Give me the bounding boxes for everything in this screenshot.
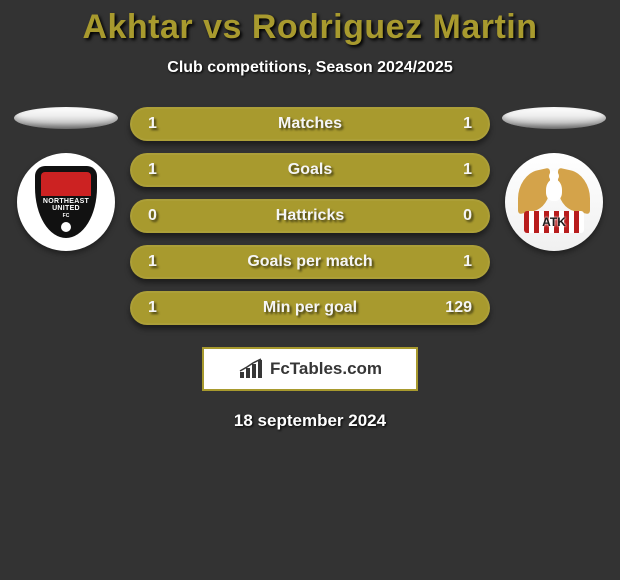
left-side: NORTHEAST UNITED FC [6, 107, 126, 251]
stat-label: Min per goal [263, 299, 357, 317]
stat-row-hattricks: 0 Hattricks 0 [130, 199, 490, 233]
stat-left-value: 1 [148, 253, 157, 271]
atk-label: ATK [542, 215, 566, 229]
stat-row-matches: 1 Matches 1 [130, 107, 490, 141]
eagle-icon [518, 171, 590, 215]
player-silhouette-left [14, 107, 118, 129]
player-silhouette-right [502, 107, 606, 129]
stat-right-value: 1 [463, 253, 472, 271]
branding-box: FcTables.com [202, 347, 418, 391]
stats-list: 1 Matches 1 1 Goals 1 0 Hattricks 0 1 Go… [126, 107, 494, 325]
ball-icon [61, 222, 71, 232]
branding-text: FcTables.com [270, 359, 382, 379]
stat-left-value: 1 [148, 161, 157, 179]
club-badge-right: ATK [505, 153, 603, 251]
stat-label: Hattricks [276, 207, 344, 225]
date-text: 18 september 2024 [0, 411, 620, 431]
stat-row-goals: 1 Goals 1 [130, 153, 490, 187]
shield-top [41, 172, 91, 196]
stat-left-value: 1 [148, 115, 157, 133]
page-title: Akhtar vs Rodriguez Martin [0, 8, 620, 47]
main-row: NORTHEAST UNITED FC 1 Matches 1 1 Goals … [0, 107, 620, 325]
atk-crest: ATK [505, 153, 603, 251]
atk-banner: ATK [524, 211, 584, 233]
shield-line1: NORTHEAST [43, 198, 89, 205]
shield-icon: NORTHEAST UNITED FC [35, 166, 97, 238]
shield-sub: FC [63, 213, 70, 219]
right-side: ATK [494, 107, 614, 251]
stat-label: Goals [288, 161, 332, 179]
stat-right-value: 1 [463, 115, 472, 133]
stat-left-value: 1 [148, 299, 157, 317]
stat-right-value: 1 [463, 161, 472, 179]
shield-line2: UNITED [52, 205, 80, 212]
stat-right-value: 0 [463, 207, 472, 225]
stat-label: Goals per match [247, 253, 372, 271]
stat-label: Matches [278, 115, 342, 133]
stat-row-min-per-goal: 1 Min per goal 129 [130, 291, 490, 325]
stat-left-value: 0 [148, 207, 157, 225]
bars-chart-icon [238, 358, 264, 380]
comparison-card: Akhtar vs Rodriguez Martin Club competit… [0, 0, 620, 431]
stat-right-value: 129 [445, 299, 472, 317]
club-badge-left: NORTHEAST UNITED FC [17, 153, 115, 251]
stat-row-goals-per-match: 1 Goals per match 1 [130, 245, 490, 279]
subtitle: Club competitions, Season 2024/2025 [0, 59, 620, 77]
